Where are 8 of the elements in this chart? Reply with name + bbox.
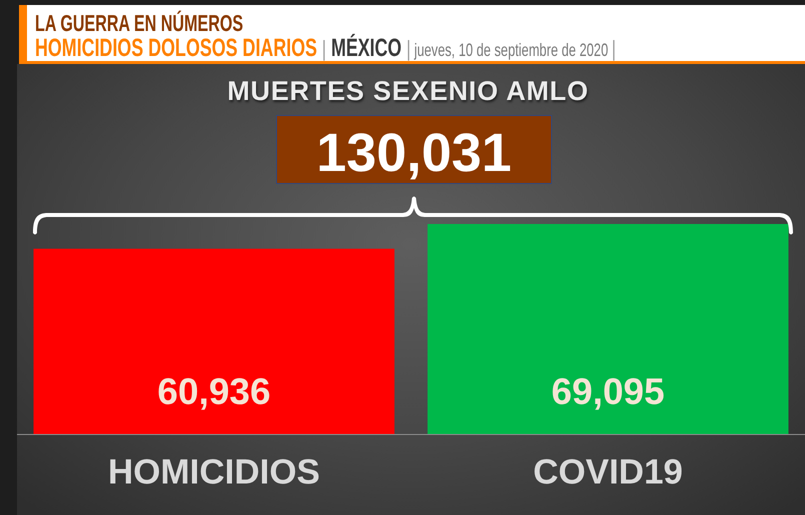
chart-subtitle: HOMICIDIOS DOLOSOS DIARIOS | MÉXICO | jueves, 10 de septiembre de 2020 | — [35, 34, 616, 62]
x-tick-label: HOMICIDIOS — [108, 452, 320, 492]
data-label: 60,936 — [157, 371, 271, 412]
text: MUERTES SEXENIO AMLO — [226, 75, 590, 107]
chart-title: LA GUERRA EN NÚMEROS — [35, 10, 244, 37]
data-label: 69,095 — [551, 371, 665, 412]
text: 130,031 — [276, 115, 552, 184]
x-tick-label: COVID19 — [533, 452, 683, 492]
